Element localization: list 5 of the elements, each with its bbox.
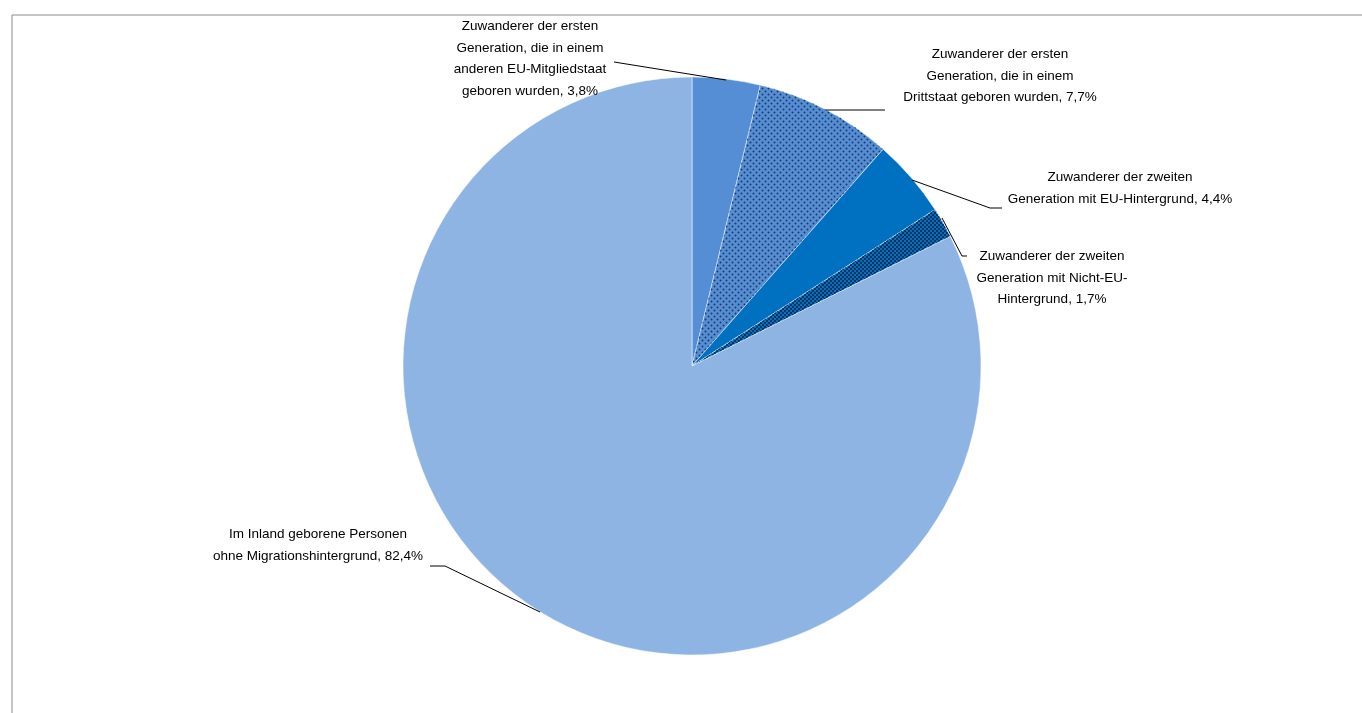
slice-label: Im Inland geborene Personen ohne Migrationshintergrund, 82,4% [212,526,424,563]
slice-label: Zuwanderer der zweiten Generation mit Nicht-EU-Hintergrund, 1,7% [976,248,1128,306]
slice-label: Zuwanderer der ersten Generation, die in einem anderen EU-Mitgliedstaat geboren wurden, 3,8% [453,18,607,98]
slice-label: Zuwanderer der ersten Generation, die in einem Drittstaat geboren wurden, 7,7% [903,46,1097,104]
slice-label: Zuwanderer der zweiten Generation mit EU-Hintergrund, 4,4% [1007,169,1233,206]
